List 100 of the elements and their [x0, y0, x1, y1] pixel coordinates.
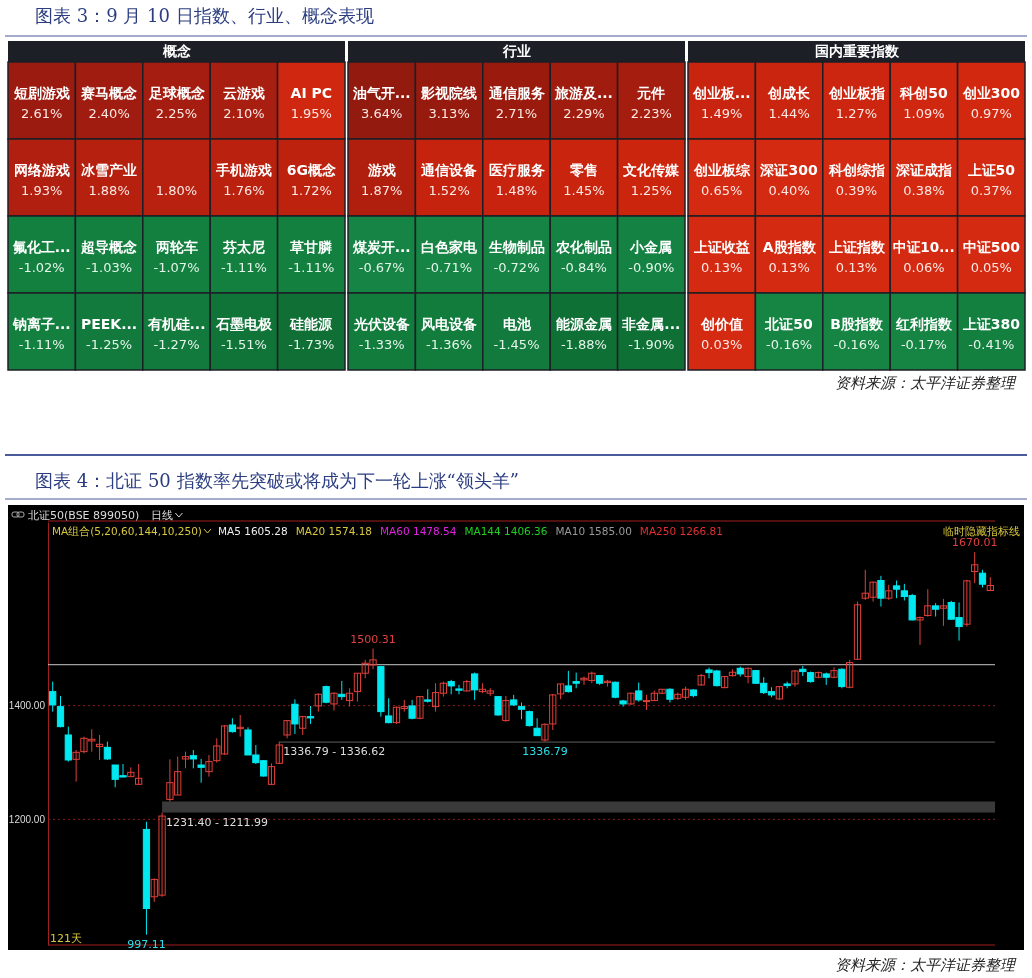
data-label: 1.80% — [155, 183, 198, 198]
category-label: 文化传媒 — [622, 162, 681, 178]
data-label: 1.45% — [563, 183, 605, 198]
candlestick — [627, 692, 635, 706]
candlestick — [135, 763, 143, 786]
category-label: 中证500 — [962, 239, 1021, 255]
candlestick — [236, 714, 244, 738]
candlestick — [283, 719, 291, 739]
candlestick — [924, 588, 932, 618]
category-label: 冰雪产业 — [81, 162, 138, 178]
candlestick — [103, 741, 112, 761]
data-label: 2.25% — [155, 106, 198, 121]
candlestick — [267, 762, 276, 786]
annotation: MA144 1406.36 — [464, 525, 548, 537]
data-label: -0.72% — [493, 260, 540, 275]
data-label: 0.13% — [768, 260, 810, 275]
category-label: 风电设备 — [420, 316, 478, 332]
candlestick — [56, 695, 65, 728]
candlestick — [846, 659, 854, 689]
candlestick — [853, 601, 862, 661]
annotation: 1500.31 — [350, 632, 396, 646]
data-label: 2.10% — [223, 106, 265, 121]
y-tick-label: 1200.00 — [8, 814, 46, 826]
category-label: 有机硅... — [146, 316, 206, 332]
category-label: 旅游及... — [553, 85, 613, 101]
annotation: MA60 1478.54 — [380, 525, 457, 537]
data-label: 0.40% — [768, 183, 810, 198]
candlestick — [197, 758, 205, 784]
candlestick — [72, 749, 80, 783]
text: 行业 — [501, 43, 531, 59]
category-label: 硅能源 — [289, 316, 334, 332]
data-label: -1.73% — [288, 337, 335, 352]
data-label: 3.64% — [361, 106, 403, 121]
category-label: 创成长 — [767, 85, 812, 101]
data-label: -0.41% — [968, 337, 1015, 352]
category-label: 手机游戏 — [214, 162, 272, 178]
annotation: 1670.01 — [951, 536, 998, 550]
data-label: 1.95% — [290, 106, 332, 121]
candlestick — [502, 695, 510, 723]
data-label: 1.76% — [223, 183, 265, 198]
category-label: 影视院线 — [420, 85, 478, 101]
candlestick — [291, 698, 299, 735]
category-label: 小金属 — [629, 239, 673, 255]
data-label: 2.23% — [630, 106, 672, 121]
data-label: 1.09% — [903, 106, 945, 121]
data-label: 1.72% — [290, 183, 332, 198]
text: 资料来源：太平洋证券整理 — [835, 956, 1017, 974]
category-label: 光伏设备 — [352, 316, 410, 332]
data-label: 1.88% — [88, 183, 130, 198]
data-label: -1.33% — [358, 337, 405, 352]
data-label: 0.97% — [970, 106, 1012, 121]
data-label: 3.13% — [428, 106, 470, 121]
category-label: 游戏 — [366, 162, 396, 178]
data-label: 1.87% — [361, 183, 403, 198]
category-label: A股指数 — [762, 239, 817, 255]
candlestick — [299, 715, 307, 736]
annotation: 北证50(BSE 899050) — [28, 509, 140, 522]
data-label: -1.07% — [153, 260, 200, 275]
candlestick — [416, 696, 424, 720]
data-label: -1.51% — [220, 337, 267, 352]
data-label: 1.52% — [428, 183, 470, 198]
data-label: -0.90% — [628, 260, 675, 275]
data-label: 0.13% — [701, 260, 743, 275]
category-label: 创业板... — [691, 85, 751, 101]
data-label: -1.25% — [86, 337, 133, 352]
category-label: 上证指数 — [827, 239, 886, 255]
candlestick — [533, 717, 541, 737]
candlestick — [95, 734, 104, 761]
y-tick-label: 1400.00 — [8, 700, 46, 712]
category-label: 创业300 — [961, 85, 1021, 101]
data-label: 1.27% — [835, 106, 878, 121]
candlestick — [338, 680, 346, 701]
data-label: 1.44% — [768, 106, 810, 121]
data-label: 0.65% — [701, 183, 743, 198]
candlestick — [470, 672, 479, 701]
data-label: 2.29% — [563, 106, 605, 121]
data-label: -1.02% — [18, 260, 65, 275]
text: 图表 3：9 月 10 日指数、行业、概念表现 — [35, 5, 374, 26]
category-label: 农化制品 — [554, 239, 612, 255]
candlestick — [971, 551, 979, 584]
category-label: 氟化工... — [11, 239, 71, 255]
candlestick — [330, 691, 338, 712]
data-label: -0.67% — [358, 260, 405, 275]
category-label: 石墨电极 — [214, 316, 273, 332]
text: 资料来源：太平洋证券整理 — [835, 374, 1017, 392]
data-label: 2.40% — [88, 106, 130, 121]
data-label: 2.71% — [495, 106, 538, 121]
category-label: 能源金属 — [555, 316, 612, 332]
candlestick — [455, 684, 463, 695]
category-label: PEEK... — [81, 316, 138, 332]
candlestick — [306, 705, 315, 725]
data-label: 0.13% — [835, 260, 878, 275]
data-label: -0.17% — [900, 337, 947, 352]
data-label: 0.03% — [701, 337, 743, 352]
category-label: 超导概念 — [80, 239, 139, 255]
candlestick — [275, 741, 283, 765]
category-label: 足球概念 — [147, 85, 206, 101]
category-label: 油气开... — [351, 85, 411, 101]
category-label: 通信服务 — [487, 85, 545, 101]
data-label: -0.84% — [560, 260, 607, 275]
